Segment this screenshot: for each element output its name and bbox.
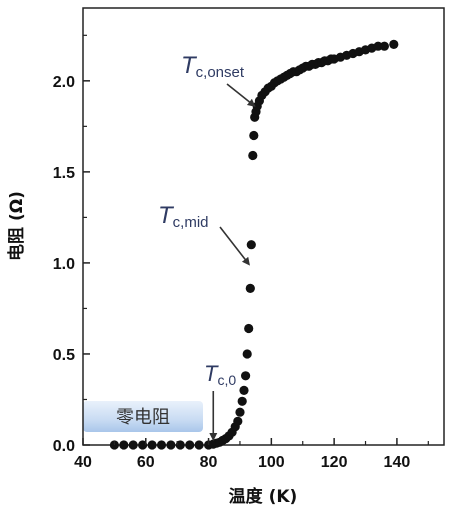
data-point [239,385,249,395]
data-point [379,41,389,51]
data-point [248,150,258,161]
data-point [242,349,252,359]
y-tick-label: 1.0 [53,256,75,273]
data-points [109,39,399,450]
data-point [185,440,195,450]
x-tick-label: 100 [258,454,285,471]
y-axis-title: 电阻 (Ω) [6,191,27,261]
data-point [245,283,255,293]
x-axis-title: 温度 (K) [229,486,298,507]
y-tick-label: 0.5 [53,347,75,364]
data-point [166,440,176,450]
transition-annotations: Tc,onset Tc,mid Tc,0 [158,52,256,441]
zero-resistance-label: 零电阻 [116,407,170,428]
x-axis: 40 60 80 100 120 140 [74,438,429,471]
data-point [128,440,138,450]
annotation-arrow-mid [219,226,250,266]
x-tick-label: 80 [200,454,218,471]
data-point [249,130,259,141]
data-point [175,440,185,450]
y-tick-label: 2.0 [53,74,75,91]
x-tick-label: 120 [321,454,348,471]
annotation-onset: Tc,onset [181,52,245,81]
data-point [233,416,243,426]
annotation-arrow-onset [226,83,256,107]
data-point [194,440,204,450]
plot-frame [82,7,445,446]
y-tick-label: 0.0 [53,438,75,455]
annotation-mid: Tc,mid [158,202,209,231]
data-point [138,440,148,450]
data-point [244,323,254,334]
x-tick-label: 40 [74,454,92,471]
zero-resistance-box: 零电阻 [83,401,203,432]
annotation-zero: Tc,0 [204,361,236,388]
data-point [237,396,247,406]
data-point [246,240,256,250]
x-tick-label: 60 [137,454,155,471]
data-point [119,440,129,450]
data-point [389,39,399,50]
y-tick-label: 1.5 [53,165,75,182]
data-point [373,41,383,51]
data-point [241,371,251,381]
x-tick-label: 140 [384,454,411,471]
data-point [156,440,167,450]
data-point [235,407,245,417]
data-point [147,440,157,450]
zero-resistance-background [83,401,203,432]
y-axis: 0.0 0.5 1.0 1.5 2.0 [53,34,90,455]
